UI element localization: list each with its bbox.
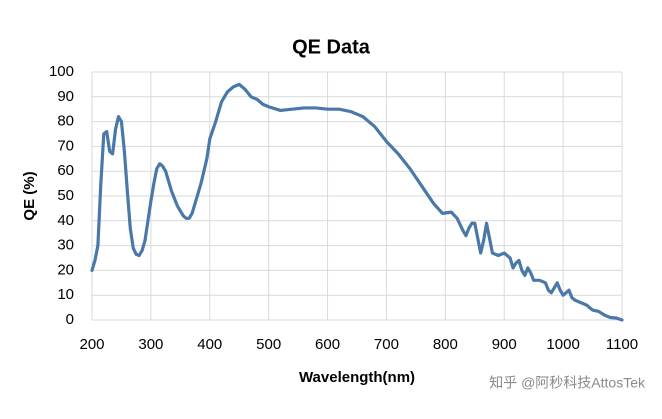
y-tick-label: 90: [57, 88, 74, 105]
x-tick-label: 600: [315, 336, 340, 353]
x-tick-label: 200: [79, 336, 104, 353]
chart-title: QE Data: [292, 36, 371, 58]
x-tick-label: 700: [374, 336, 399, 353]
x-tick-label: 900: [492, 336, 517, 353]
data-line: [90, 82, 624, 322]
x-tick-label: 400: [197, 336, 222, 353]
watermark: 知乎 @阿秒科技AttosTek: [489, 375, 646, 391]
x-tick-label: 300: [138, 336, 163, 353]
y-tick-label: 80: [57, 113, 74, 130]
y-tick-label: 50: [57, 187, 74, 204]
y-tick-label: 40: [57, 212, 74, 229]
y-tick-label: 60: [57, 162, 74, 179]
x-tick-label: 1000: [546, 336, 579, 353]
y-axis-label: QE (%): [21, 171, 38, 220]
x-tick-label: 500: [256, 336, 281, 353]
x-axis-label: Wavelength(nm): [299, 369, 415, 386]
y-tick-label: 10: [57, 286, 74, 303]
y-tick-label: 20: [57, 261, 74, 278]
x-tick-label: 800: [433, 336, 458, 353]
x-tick-label: 1100: [606, 336, 638, 353]
y-tick-label: 30: [57, 237, 74, 254]
y-tick-label: 100: [49, 63, 74, 80]
y-tick-label: 0: [66, 311, 74, 328]
y-tick-label: 70: [57, 137, 74, 154]
